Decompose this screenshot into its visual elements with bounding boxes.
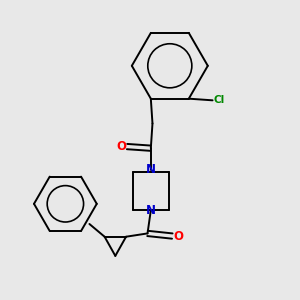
Text: O: O (173, 230, 183, 243)
Text: N: N (146, 163, 156, 176)
Text: Cl: Cl (214, 95, 225, 105)
Text: O: O (116, 140, 126, 153)
Text: N: N (146, 204, 156, 217)
